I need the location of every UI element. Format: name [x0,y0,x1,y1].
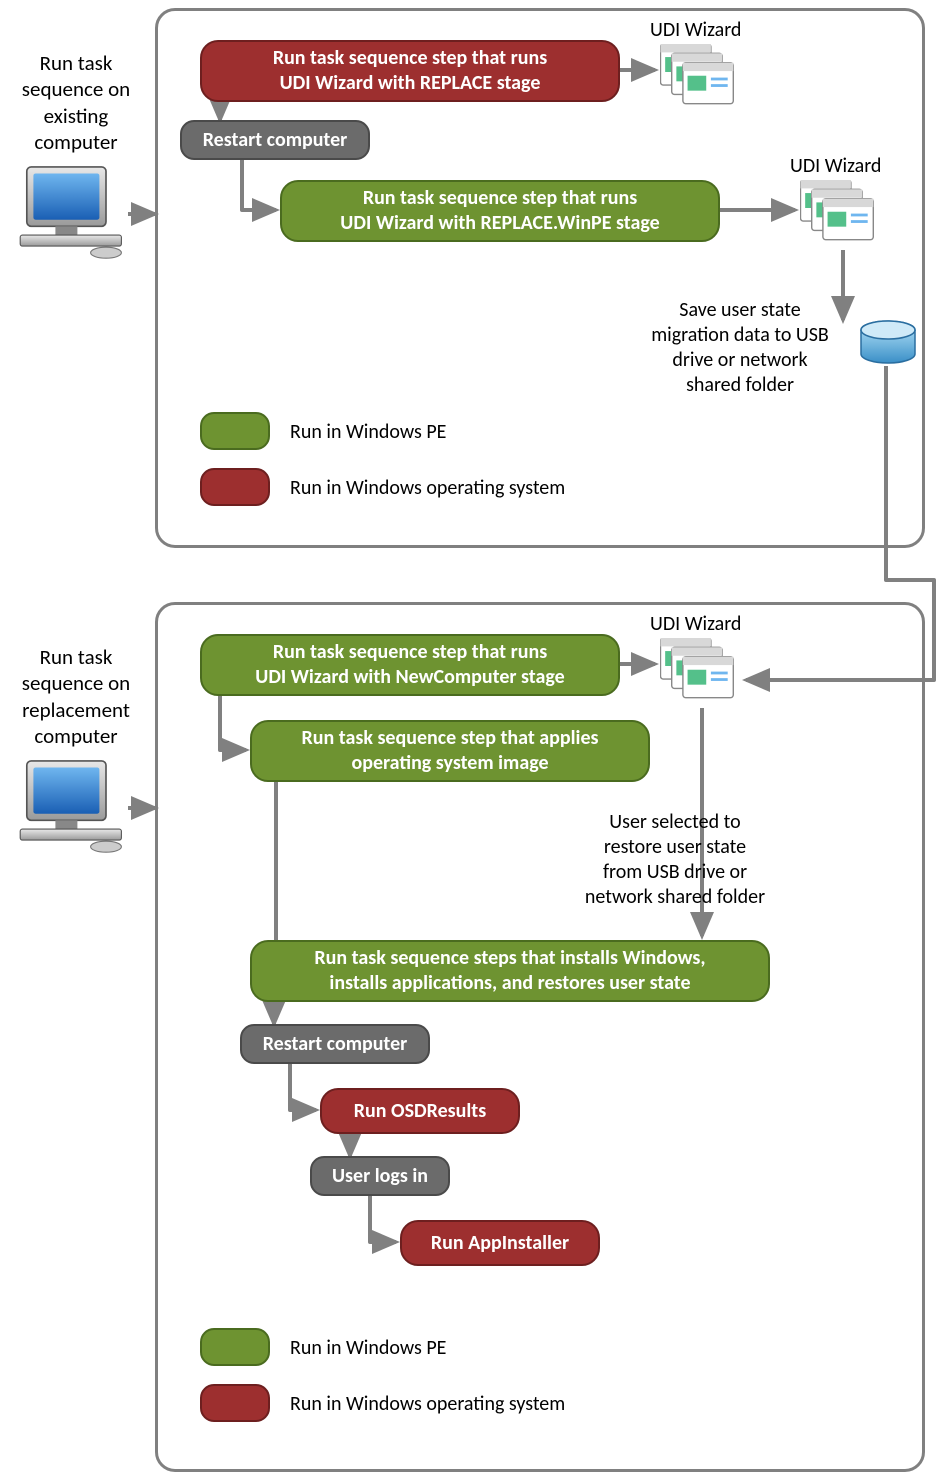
node-apply-os: Run task sequence step that applies oper… [250,720,650,782]
annotation-save-state: Save user state migration data to USB dr… [620,298,860,398]
annotation-restore-state: User selected to restore user state from… [550,810,800,910]
udi-wizard-label: UDI Wizard [650,612,741,637]
legend-text-winos: Run in Windows operating system [290,1392,565,1416]
disk-icon [858,320,918,366]
udi-wizard-label: UDI Wizard [790,154,881,179]
node-install-restore: Run task sequence steps that installs Wi… [250,940,770,1002]
node-replace-stage: Run task sequence step that runs UDI Wiz… [200,40,620,102]
computer-icon [18,756,128,856]
node-restart-2: Restart computer [240,1024,430,1064]
side-label-replacement: Run task sequence on replacement compute… [6,644,146,749]
node-replace-winpe: Run task sequence step that runs UDI Wiz… [280,180,720,242]
legend-pill-winpe [200,1328,270,1366]
legend-text-winos: Run in Windows operating system [290,476,565,500]
legend-text-winpe: Run in Windows PE [290,1336,446,1360]
side-label-existing: Run task sequence on existing computer [6,50,146,155]
computer-icon [18,162,128,262]
node-newcomputer: Run task sequence step that runs UDI Wiz… [200,634,620,696]
legend-pill-winpe [200,412,270,450]
legend-text-winpe: Run in Windows PE [290,420,446,444]
udi-wizard-label: UDI Wizard [650,18,741,43]
windows-stack-icon [800,180,885,250]
legend-pill-winos [200,468,270,506]
node-osdresults: Run OSDResults [320,1088,520,1134]
node-user-logs-in: User logs in [310,1156,450,1196]
node-restart-1: Restart computer [180,120,370,160]
legend-pill-winos [200,1384,270,1422]
windows-stack-icon [660,44,745,114]
node-appinstaller: Run AppInstaller [400,1220,600,1266]
windows-stack-icon [660,638,745,708]
